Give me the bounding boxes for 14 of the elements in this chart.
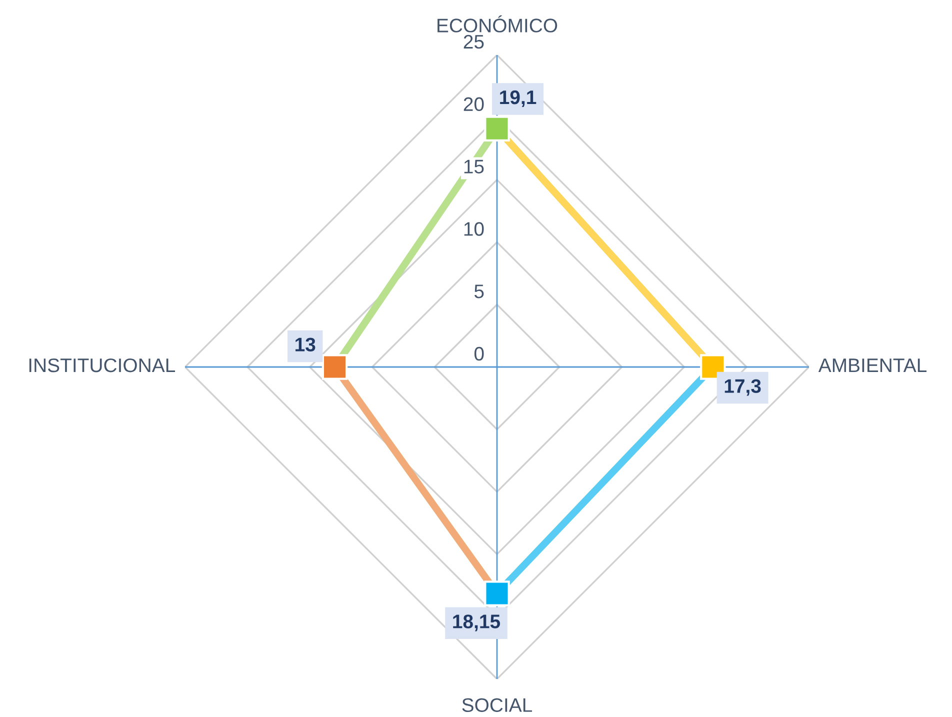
y-tick-label: 25 [464, 34, 484, 49]
y-tick-label: 10 [464, 222, 484, 236]
spoke-label: ECONÓMICO [438, 15, 558, 32]
y-tick-label: 15 [464, 160, 484, 174]
data-label: 19,1 [500, 90, 536, 108]
data-label: 17,3 [724, 379, 761, 396]
y-tick-label: 5 [474, 284, 484, 298]
data-label: 13 [296, 338, 316, 352]
spoke-label: AMBIENTAL [818, 358, 926, 372]
y-tick-label: 20 [464, 97, 484, 112]
spoke-label: INSTITUCIONAL [29, 358, 175, 372]
spoke-label: SOCIAL [462, 698, 532, 712]
y-tick-label: 0 [474, 346, 484, 361]
data-label: 18,15 [453, 614, 500, 632]
